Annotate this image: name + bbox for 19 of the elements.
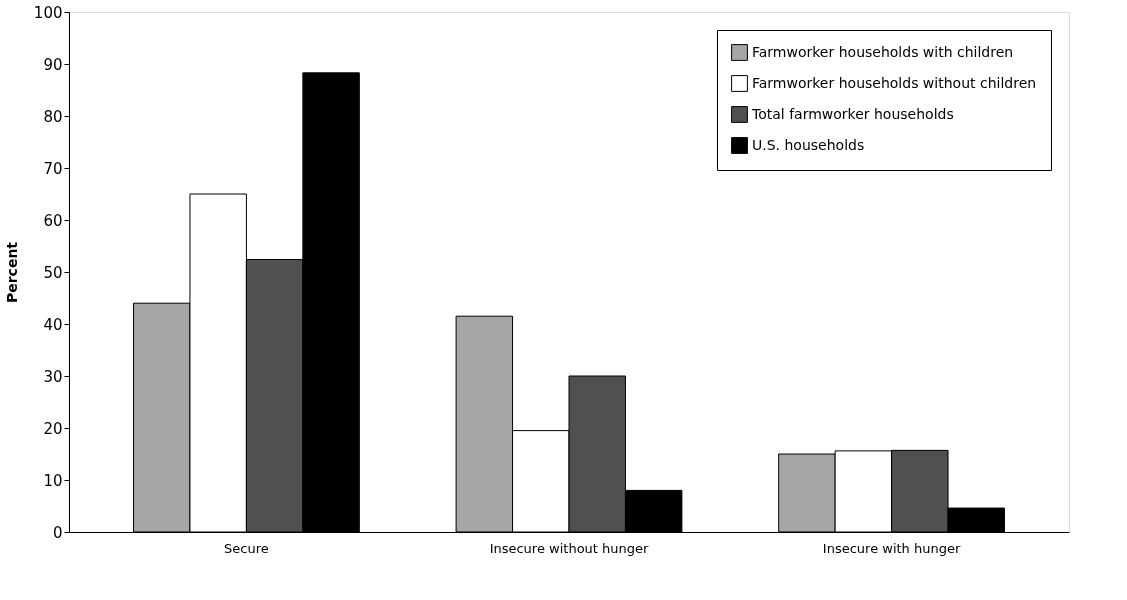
y-tick-label: 80 [43,107,63,126]
y-tick-label: 50 [43,263,63,282]
legend-label: Farmworker households with children [752,43,1014,60]
y-tick-label: 40 [43,315,63,334]
y-tick-label: 10 [43,471,63,490]
x-tick-label: Insecure without hunger [489,540,650,556]
y-tick-label: 0 [52,523,63,542]
x-tick-label: Insecure with hunger [822,540,961,556]
legend-label: U.S. households [752,136,865,153]
y-tick-label: 70 [43,159,63,178]
y-tick-label: 30 [43,367,63,386]
y-tick-label: 60 [43,211,63,230]
y-tick-label: 90 [43,55,63,74]
x-tick-label: Secure [224,540,269,556]
y-tick-label: 20 [43,419,63,438]
y-tick-label: 100 [33,3,63,22]
y-axis-title: Percent [3,241,20,304]
legend-label: Total farmworker households [751,105,954,122]
legend-label: Farmworker households without children [752,74,1037,91]
